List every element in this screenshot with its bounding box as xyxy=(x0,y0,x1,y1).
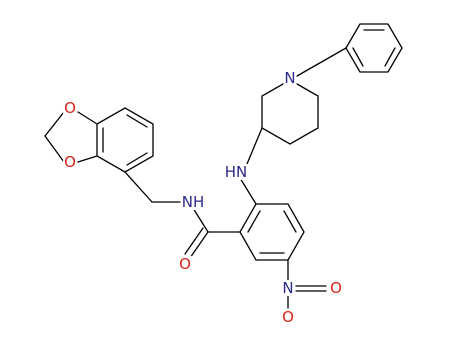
bond xyxy=(77,155,98,163)
atom-label: O xyxy=(282,308,294,326)
atom-label: N xyxy=(284,69,295,87)
atom-labels: O O NH O HN N N O O xyxy=(63,69,343,326)
double-bond xyxy=(384,47,396,67)
atom-label: O xyxy=(179,255,191,273)
double-bond xyxy=(126,114,148,128)
atom-label: NH xyxy=(182,193,205,211)
bond xyxy=(246,127,263,165)
atom-label: O xyxy=(330,279,342,297)
label-background xyxy=(223,164,249,180)
atom-label: O xyxy=(64,153,76,171)
label-background xyxy=(281,280,295,296)
label-background xyxy=(329,280,343,296)
benzodioxole-ring xyxy=(96,107,154,173)
double-bond xyxy=(352,47,364,67)
atom-label: HN xyxy=(225,163,248,181)
bond xyxy=(77,111,98,125)
label-background xyxy=(63,154,77,170)
label-background xyxy=(281,309,295,325)
bond xyxy=(124,171,153,203)
double-bond xyxy=(283,210,297,233)
label-background xyxy=(283,70,297,86)
double-bond xyxy=(184,227,204,255)
double-bond xyxy=(247,210,261,233)
piperidine-ring xyxy=(261,79,319,145)
label-background xyxy=(178,256,192,272)
bond xyxy=(192,207,209,233)
label-background xyxy=(180,194,206,210)
bond xyxy=(189,231,209,259)
bond xyxy=(317,47,347,65)
bond xyxy=(44,135,65,163)
label-background xyxy=(63,100,77,116)
bond xyxy=(239,177,257,205)
benzene-ring xyxy=(239,203,305,261)
bond xyxy=(44,111,65,137)
atom-label: N xyxy=(282,279,293,297)
bonds xyxy=(44,23,403,309)
phenyl-ring xyxy=(345,23,403,73)
double-bond xyxy=(126,152,148,166)
atom-label: O xyxy=(64,99,76,117)
